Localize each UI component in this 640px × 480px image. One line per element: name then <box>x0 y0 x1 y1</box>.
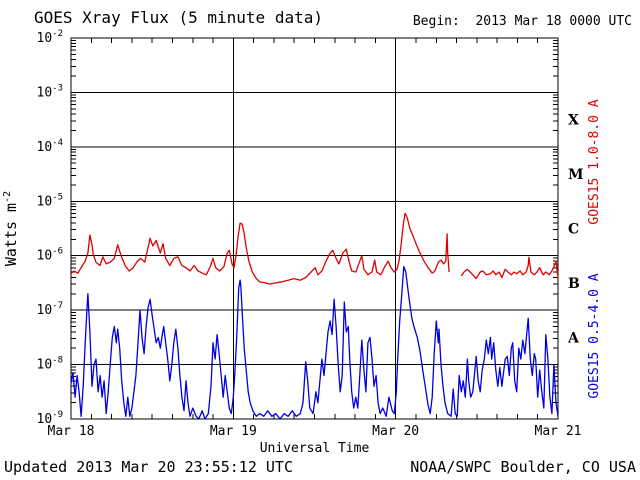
plot-gridlines <box>71 38 558 419</box>
x-axis-title: Universal Time <box>260 441 370 456</box>
axis-ticks <box>70 38 559 419</box>
goes-long-channel-line <box>70 212 559 285</box>
y-tick-label: 10-8 <box>37 356 64 373</box>
legend-short-channel: GOES15 0.5-4.0 A <box>587 273 602 398</box>
legend-long-channel: GOES15 1.0-8.0 A <box>587 99 602 224</box>
chart-title: GOES Xray Flux (5 minute data) <box>34 8 323 27</box>
flare-class-letter: A <box>567 330 580 346</box>
x-tick-label: Mar 19 <box>210 424 257 439</box>
noaa-credit: NOAA/SWPC Boulder, CO USA <box>410 458 636 476</box>
y-tick-label: 10-9 <box>37 410 64 427</box>
y-tick-label: 10-7 <box>37 301 64 318</box>
data-series <box>70 212 559 420</box>
flare-class-letter: M <box>568 167 584 183</box>
y-tick-label: 10-4 <box>37 138 64 155</box>
goes-short-channel-line <box>70 265 559 420</box>
plot-border <box>70 37 559 420</box>
y-tick-label: 10-5 <box>37 192 64 209</box>
updated-timestamp: Updated 2013 Mar 20 23:55:12 UTC <box>4 458 293 476</box>
flare-class-letter: C <box>568 222 579 238</box>
y-axis-title: Watts m-2 <box>2 191 20 266</box>
y-tick-label: 10-6 <box>37 247 64 264</box>
y-tick-label: 10-2 <box>37 29 64 46</box>
flare-class-letter: X <box>568 113 579 129</box>
x-tick-label: Mar 21 <box>535 424 582 439</box>
begin-timestamp-label: Begin: 2013 Mar 18 0000 UTC <box>412 14 632 29</box>
x-tick-label: Mar 20 <box>372 424 419 439</box>
y-tick-label: 10-3 <box>37 83 64 100</box>
flare-class-letter: B <box>568 276 580 292</box>
x-tick-label: Mar 18 <box>48 424 95 439</box>
